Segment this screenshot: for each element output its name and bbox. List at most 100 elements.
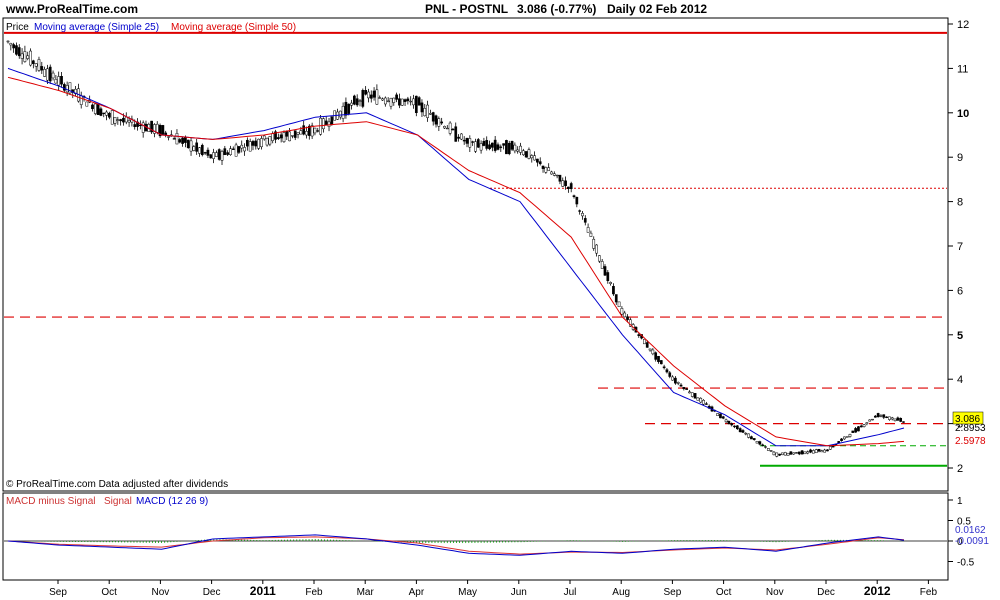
price-candle-body [209, 154, 213, 159]
price-candle-body [671, 376, 674, 381]
price-candle-body [279, 134, 283, 139]
price-candle-body [806, 451, 810, 454]
macd-y-tick-label: 0 [957, 537, 963, 548]
legend-macd: MACD (12 26 9) [136, 496, 208, 507]
price-candle-body [485, 140, 489, 149]
price-candle-body [840, 438, 843, 441]
x-tick-label: 2011 [250, 584, 276, 598]
price-candle-body [513, 144, 517, 152]
price-candle-body [195, 142, 199, 152]
price-candle-body [265, 137, 269, 146]
last-price-tag-bg [952, 411, 984, 425]
price-candle-body [378, 97, 382, 99]
price-candle-body [341, 105, 345, 119]
price-y-tick-label: 7 [957, 241, 963, 253]
price-candle-body [291, 135, 294, 137]
price-candle-body [496, 144, 500, 150]
price-candle-body [662, 366, 666, 369]
legend-ma50: Moving average (Simple 50) [171, 22, 296, 33]
price-candle-body [127, 120, 131, 123]
price-candle-body [499, 146, 503, 148]
price-candle-body [778, 453, 781, 456]
price-candle-body [285, 131, 289, 137]
price-candle-body [124, 116, 128, 123]
price-candle-body [293, 130, 297, 138]
price-candle-body [367, 91, 370, 99]
price-candle-body [868, 419, 872, 422]
price-candle-body [434, 115, 438, 125]
price-candle-body [361, 90, 365, 107]
price-candle-body [43, 69, 46, 77]
price-candle-body [468, 138, 472, 148]
price-candle-body [761, 444, 765, 446]
price-candle-body [417, 97, 421, 106]
price-candle-body [46, 68, 49, 81]
price-candle-body [184, 137, 187, 143]
price-candle-body [198, 147, 201, 154]
price-candle-body [15, 45, 18, 55]
price-y-tick-label: 9 [957, 152, 963, 164]
price-candle-body [364, 90, 367, 95]
price-candle-body [764, 446, 767, 448]
price-candle-body [552, 173, 556, 176]
price-candle-body [375, 89, 379, 105]
price-candle-body [462, 139, 466, 142]
price-candle-body [296, 132, 300, 135]
price-candle-body [826, 449, 829, 452]
price-candle-body [521, 150, 525, 155]
price-candle-body [431, 112, 435, 122]
price-candle-body [814, 449, 818, 454]
period-date: Daily 02 Feb 2012 [607, 2, 707, 16]
price-candle-body [786, 452, 790, 456]
price-candle-body [203, 152, 207, 154]
x-tick-label: Apr [409, 587, 425, 598]
price-candle-body [406, 98, 410, 102]
price-candle-body [262, 135, 266, 140]
legend-price: Price [6, 22, 29, 33]
price-candle-body [302, 125, 306, 135]
price-y-tick-label: 4 [957, 374, 963, 386]
price-candle-body [519, 145, 522, 153]
price-candle-body [738, 428, 742, 433]
price-candle-body [614, 294, 618, 303]
price-candle-body [223, 148, 227, 156]
price-candle-body [812, 450, 815, 454]
price-candle-body [783, 452, 787, 456]
price-candle-body [564, 180, 567, 187]
price-candle-body [758, 441, 762, 445]
price-candle-body [398, 98, 401, 106]
price-candle-body [29, 50, 32, 66]
price-candle-body [606, 272, 610, 281]
price-candle-body [859, 425, 863, 428]
ma50-label: 2.5978 [955, 436, 986, 447]
price-candle-body [54, 79, 58, 84]
price-candle-body [420, 102, 424, 113]
price-candle-body [843, 436, 846, 440]
price-candle-body [603, 266, 607, 276]
price-candle-body [79, 95, 83, 105]
price-candle-body [724, 419, 728, 423]
price-candle-body [445, 127, 449, 130]
price-candle-body [654, 352, 658, 360]
macd-y-tick-label: 1 [957, 496, 963, 507]
price-candle-body [648, 348, 652, 351]
price-candle-body [23, 51, 27, 62]
macd-y-tick-label: -0.5 [957, 558, 975, 569]
price-candle-body [234, 144, 238, 157]
price-candle-body [181, 137, 184, 144]
price-candle-body [862, 424, 866, 427]
price-candle-body [48, 66, 52, 82]
price-candle-body [274, 131, 277, 140]
price-candle-body [229, 148, 232, 155]
price-candle-body [581, 213, 584, 217]
price-y-tick-label: 8 [957, 197, 963, 209]
hist-value-label: -0.0091 [955, 536, 989, 547]
price-candle-body [271, 133, 275, 141]
price-candle-body [502, 143, 505, 146]
price-candle-body [550, 171, 553, 175]
price-candle-body [493, 139, 497, 151]
price-candle-body [353, 95, 356, 105]
price-candle-body [879, 415, 883, 417]
price-candle-body [141, 122, 145, 133]
x-tick-label: Sep [49, 587, 67, 598]
